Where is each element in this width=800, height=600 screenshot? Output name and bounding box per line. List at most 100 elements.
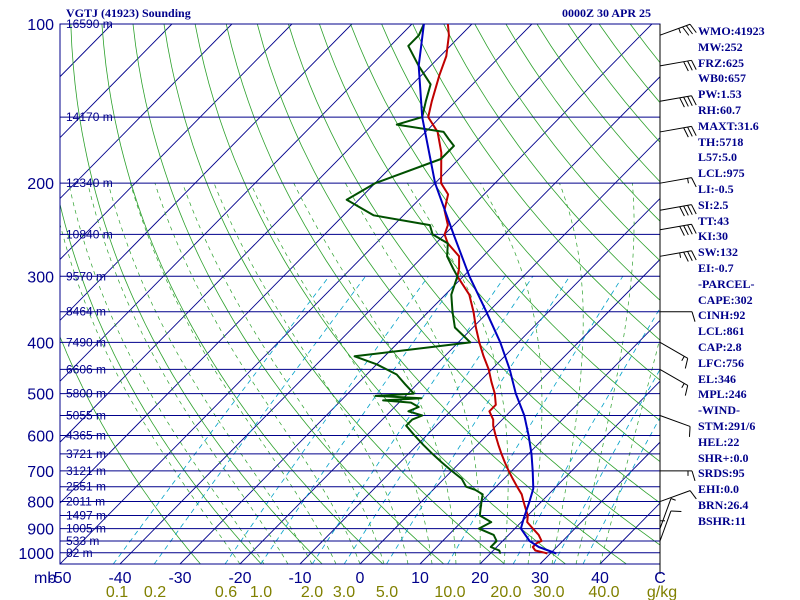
wind-barb bbox=[659, 125, 697, 138]
dry-adiabat-line bbox=[412, 24, 660, 341]
moist-adiabat-line bbox=[551, 183, 584, 564]
index-item: LCL:975 bbox=[698, 166, 745, 181]
height-label: 5055 m bbox=[66, 409, 106, 423]
dry-adiabat-line bbox=[70, 24, 323, 564]
mixing-ratio-tick-label: 0.2 bbox=[144, 584, 166, 600]
pressure-tick-label: 800 bbox=[27, 495, 54, 512]
pressure-tick-label: 400 bbox=[27, 335, 54, 352]
moist-adiabat-line bbox=[250, 183, 433, 564]
index-item: CINH:92 bbox=[698, 308, 746, 323]
dry-adiabat-line bbox=[567, 24, 660, 143]
isobar-lines bbox=[59, 23, 661, 565]
wind-barb bbox=[659, 250, 697, 262]
temperature-tick-label: -40 bbox=[108, 570, 131, 587]
dry-adiabat-line bbox=[319, 24, 660, 463]
height-label: 3721 m bbox=[66, 447, 106, 461]
stability-indices-list: WMO:41923 MW:252 FRZ:625 WB0:657 PW:1.53 RH:6… bbox=[698, 24, 765, 530]
moist-adiabat-line bbox=[130, 183, 337, 564]
index-item: BSHR:11 bbox=[698, 513, 747, 528]
index-item: SHR+:0.0 bbox=[698, 450, 749, 465]
temperature-tick-label: 0 bbox=[356, 570, 365, 587]
isotherm-line bbox=[239, 136, 660, 564]
isotherm-line bbox=[60, 24, 533, 504]
index-item: LI:-0.5 bbox=[698, 181, 734, 196]
index-item: FRZ:625 bbox=[698, 55, 744, 70]
isotherm-line bbox=[60, 24, 173, 139]
index-item: STM:291/6 bbox=[698, 418, 756, 433]
wind-barb bbox=[659, 177, 697, 188]
dry-adiabat-line bbox=[60, 335, 201, 564]
pressure-tick-label: 900 bbox=[27, 522, 54, 539]
dry-adiabat-line bbox=[163, 24, 505, 564]
isotherm-line bbox=[479, 380, 660, 564]
wind-barb bbox=[659, 95, 697, 108]
index-item: CAP:2.8 bbox=[698, 339, 742, 354]
wind-barb bbox=[659, 490, 697, 503]
sounding-traces bbox=[345, 24, 557, 555]
mixing-ratio-tick-label: 1.0 bbox=[250, 584, 272, 600]
wind-barb bbox=[660, 470, 696, 482]
index-item: EI:-0.7 bbox=[698, 260, 734, 275]
mixing-ratio-tick-label: 30.0 bbox=[533, 584, 564, 600]
mixing-ratio-tick-label: 0.6 bbox=[215, 584, 237, 600]
x-axis-unit-label: C bbox=[654, 570, 666, 587]
mixing-ratio-tick-label: 0.1 bbox=[106, 584, 128, 600]
isotherm-line bbox=[60, 24, 353, 321]
index-item: KI:30 bbox=[698, 229, 728, 244]
wind-barb bbox=[659, 510, 682, 542]
index-item: LCL:861 bbox=[698, 324, 745, 339]
wind-barb bbox=[659, 59, 697, 72]
mixing-ratio-tick-label: 2.0 bbox=[301, 584, 323, 600]
wind-barbs bbox=[659, 23, 697, 574]
pressure-tick-label: 500 bbox=[27, 387, 54, 404]
dry-adiabat-line bbox=[101, 24, 384, 564]
wind-barb bbox=[659, 520, 665, 553]
index-item: TH:5718 bbox=[698, 134, 744, 149]
background-grid bbox=[60, 24, 800, 564]
moist-adiabat-line bbox=[599, 336, 660, 564]
isotherm-line bbox=[119, 24, 653, 564]
index-item: SRDS:95 bbox=[698, 466, 745, 481]
height-label: 6606 m bbox=[66, 362, 106, 376]
moist-adiabat-line bbox=[575, 183, 635, 564]
axis-labels: 16590 m 14170 m 12340 m 10840 m 9570 m 8464 m… bbox=[18, 17, 677, 600]
height-label: 533 m bbox=[66, 534, 99, 548]
dry-adiabat-line bbox=[786, 24, 800, 564]
index-item: SI:2.5 bbox=[698, 197, 729, 212]
mixing-ratio-tick-label: 20.0 bbox=[490, 584, 521, 600]
index-item: MAXT:31.6 bbox=[698, 118, 759, 133]
isotherm-line bbox=[359, 258, 660, 564]
mixing-ratio-line bbox=[553, 368, 660, 564]
height-label: 9570 m bbox=[66, 269, 106, 283]
moist-adiabat-line bbox=[154, 183, 361, 564]
index-item: EHI:0.0 bbox=[698, 482, 740, 497]
height-label: 2011 m bbox=[66, 495, 105, 509]
height-label: 1497 m bbox=[66, 508, 106, 522]
pressure-tick-label: 200 bbox=[27, 176, 54, 193]
dry-adiabat-line bbox=[60, 202, 262, 564]
wind-barb bbox=[660, 311, 696, 322]
index-item: CAPE:302 bbox=[698, 292, 753, 307]
height-label: 12340 m bbox=[66, 176, 113, 190]
dry-adiabat-line bbox=[443, 24, 660, 301]
dry-adiabat-line bbox=[381, 24, 660, 381]
wind-barb bbox=[659, 368, 689, 396]
index-item: -PARCEL- bbox=[698, 276, 755, 291]
mixing-ratio-line bbox=[512, 307, 660, 564]
dry-adiabat-line bbox=[194, 24, 566, 564]
isotherm-line bbox=[179, 76, 660, 564]
height-label: 8464 m bbox=[66, 305, 106, 319]
index-item: EL:346 bbox=[698, 371, 737, 386]
dry-adiabat-line bbox=[256, 24, 660, 546]
height-label: 10840 m bbox=[66, 227, 113, 241]
wind-barb bbox=[659, 415, 691, 437]
temperature-tick-label: -20 bbox=[228, 570, 251, 587]
index-item: LFC:756 bbox=[698, 355, 744, 370]
height-label: 1005 m bbox=[66, 522, 106, 536]
index-item: -WIND- bbox=[698, 403, 740, 418]
pressure-tick-label: 600 bbox=[27, 428, 54, 445]
wind-barb bbox=[659, 341, 689, 369]
moist-adiabat-line bbox=[68, 183, 265, 564]
index-item: RH:60.7 bbox=[698, 102, 741, 117]
height-label: 7490 m bbox=[66, 335, 106, 349]
